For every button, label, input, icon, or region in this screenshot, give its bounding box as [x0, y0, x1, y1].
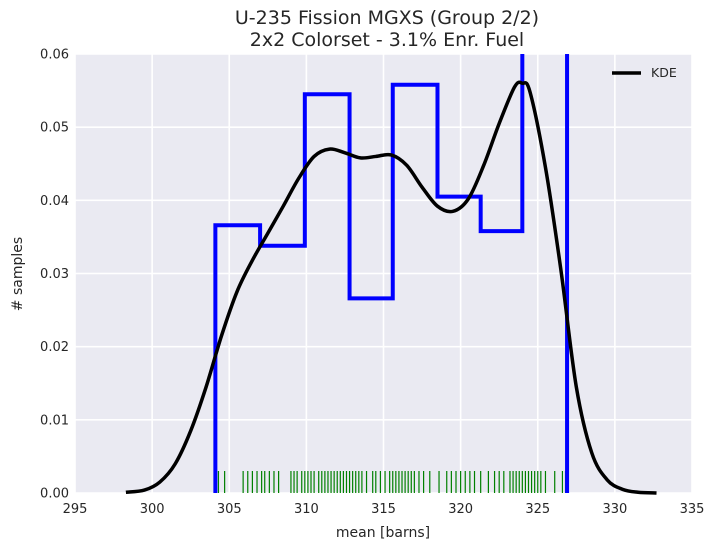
chart-title-line1: U-235 Fission MGXS (Group 2/2) — [235, 7, 539, 29]
x-tick-label-4: 315 — [371, 502, 396, 517]
grid-lines — [74, 53, 693, 494]
kde-curve — [125, 80, 657, 495]
rug-marks — [217, 471, 567, 493]
x-tick-label-5: 320 — [448, 502, 473, 517]
y-tick-label-5: 0.05 — [40, 121, 69, 136]
histogram — [213, 54, 570, 493]
y-tick-labels: 0.00 0.01 0.02 0.03 0.04 0.05 0.06 — [40, 48, 69, 502]
x-tick-label-1: 300 — [140, 502, 165, 517]
x-tick-label-0: 295 — [63, 502, 88, 517]
y-tick-label-4: 0.04 — [40, 194, 69, 209]
chart-title-line2: 2x2 Colorset - 3.1% Enr. Fuel — [250, 29, 524, 51]
x-tick-label-7: 330 — [602, 502, 627, 517]
legend: KDE — [612, 65, 677, 80]
y-tick-label-3: 0.03 — [40, 267, 69, 282]
y-axis-label: # samples — [10, 237, 26, 311]
x-tick-label-3: 310 — [294, 502, 319, 517]
y-tick-label-0: 0.00 — [40, 487, 69, 502]
x-tick-labels: 295 300 305 310 315 320 325 330 335 — [63, 502, 705, 517]
legend-kde-label: KDE — [651, 65, 677, 80]
x-axis-label: mean [barns] — [336, 525, 430, 541]
y-tick-label-1: 0.01 — [40, 413, 69, 428]
y-tick-label-6: 0.06 — [40, 48, 69, 63]
kde-line — [125, 80, 657, 495]
x-tick-label-8: 335 — [680, 502, 705, 517]
x-tick-label-6: 325 — [525, 502, 550, 517]
histogram-outline — [213, 54, 570, 493]
x-tick-label-2: 305 — [217, 502, 242, 517]
y-tick-label-2: 0.02 — [40, 340, 69, 355]
